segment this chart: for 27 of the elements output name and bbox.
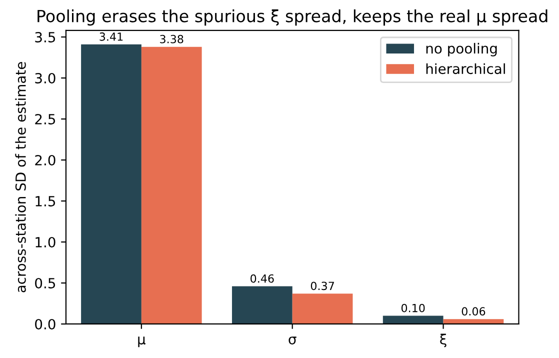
data-label: 0.37 xyxy=(310,282,334,290)
x-tick-label: σ xyxy=(288,336,296,344)
y-tick-label: 0.0 xyxy=(35,318,56,330)
bar xyxy=(382,316,444,324)
legend-label: no pooling xyxy=(426,42,497,56)
data-label: 0.10 xyxy=(401,304,425,312)
data-label: 3.38 xyxy=(160,34,184,44)
y-tick-label: 2.0 xyxy=(35,154,56,166)
y-tick-label: 1.5 xyxy=(36,196,56,206)
y-tick-label: 3.5 xyxy=(35,32,56,42)
legend-label: hierarchical xyxy=(426,63,505,74)
y-tick-label: 2.5 xyxy=(35,114,56,124)
y-tick-label: 3.0 xyxy=(35,72,56,84)
x-tick-label: μ xyxy=(138,336,146,348)
chart-title: Pooling erases the spurious ξ spread, keeps the real μ spread xyxy=(38,9,548,26)
bar xyxy=(81,44,142,324)
y-tick-label: 1.0 xyxy=(36,236,56,248)
bar xyxy=(232,286,292,324)
data-label: 0.06 xyxy=(462,307,486,316)
y-axis-title: across-station SD of the estimate xyxy=(15,62,26,292)
bar xyxy=(292,294,353,324)
y-tick-label: 0.5 xyxy=(35,278,56,288)
data-label: 3.41 xyxy=(100,32,123,41)
data-label: 0.46 xyxy=(250,274,274,283)
bar xyxy=(141,46,202,324)
x-tick-label: ξ xyxy=(440,334,446,348)
bar xyxy=(443,319,504,324)
